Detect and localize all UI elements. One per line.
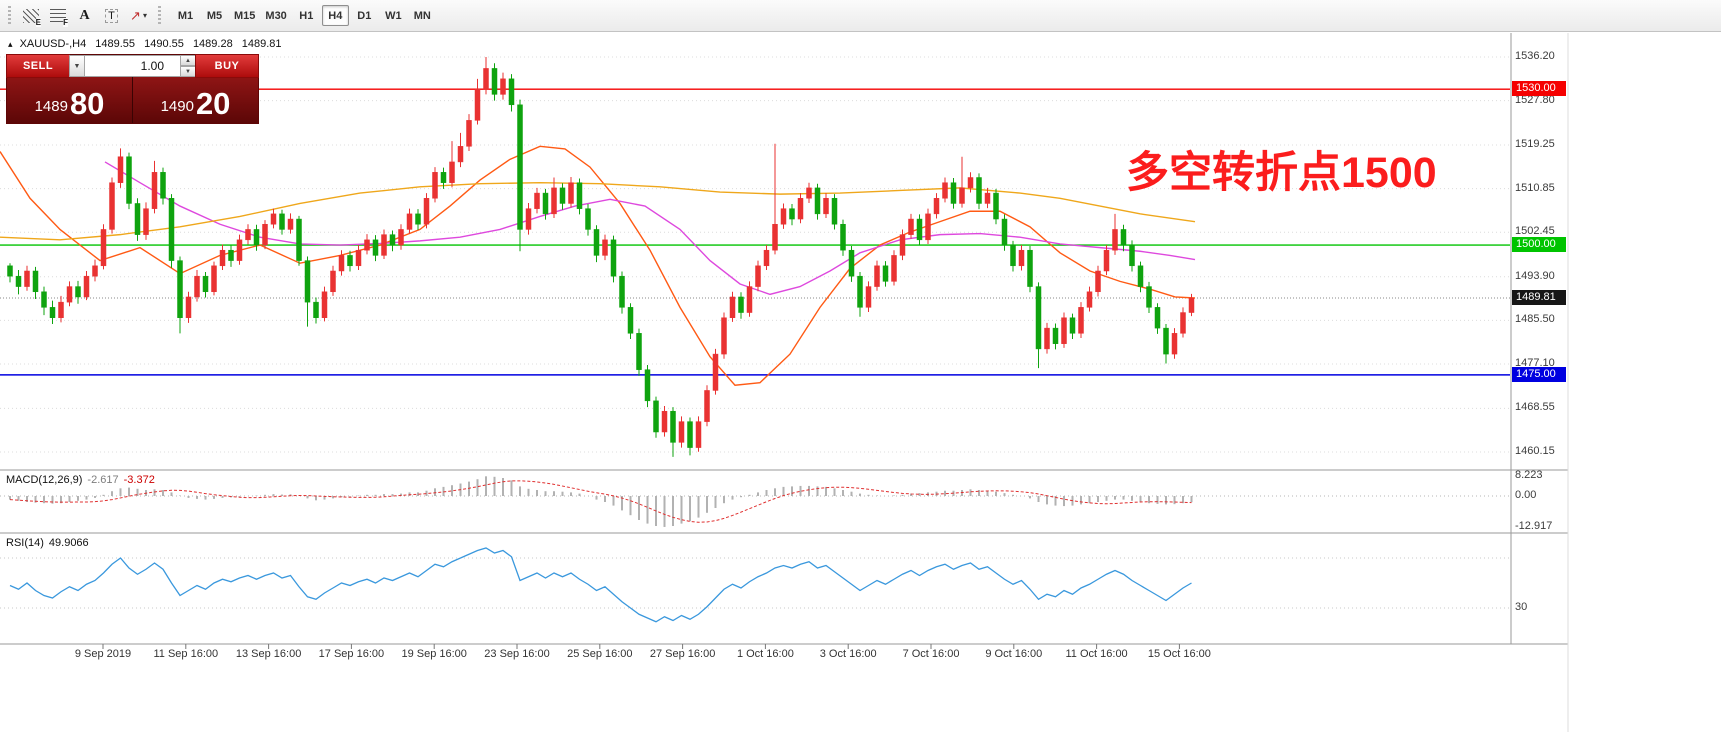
price-axis-label: 1510.85 [1515,181,1555,194]
price-level-badge: 1489.81 [1512,289,1566,305]
collapse-panel-icon[interactable]: ▴ [8,39,13,49]
timeframe-button-W1[interactable]: W1 [385,9,402,22]
text-icon: A [79,7,90,23]
equidistant-channel-tool[interactable]: E [17,4,44,28]
ohlc-open: 1489.55 [95,38,136,50]
buy-price-display[interactable]: 1490 20 [133,77,258,123]
ohlc-high: 1490.55 [144,38,184,50]
volume-stepper[interactable]: ▲ ▼ [181,55,196,77]
macd-name: MACD(12,26,9) [6,474,83,486]
trade-prices-row: 1489 80 1490 20 [7,77,258,123]
timeframe-button-H4[interactable]: H4 [321,5,349,26]
price-axis-label: 1460.15 [1515,445,1555,457]
rsi-label: RSI(14) 49.9066 [6,537,94,549]
price-axis-label: 1477.10 [1515,356,1555,369]
time-axis-label: 7 Oct 16:00 [902,648,960,660]
ohlc-close: 1489.81 [241,38,282,50]
arrows-tool[interactable]: ↗ ▾ [125,4,152,28]
macd-label: MACD(12,26,9) -2.617 -3.372 [6,474,160,486]
chart-annotation: 多空转折点1500 [1126,149,1437,197]
symbol-name: XAUUSD-,H4 [19,38,87,50]
price-axis-label: 1536.20 [1515,50,1555,62]
rsi-axis-label: 30 [1515,601,1528,613]
time-axis-label: 27 Sep 16:00 [649,648,716,660]
time-axis-label: 11 Oct 16:00 [1065,648,1128,660]
time-axis-label: 9 Oct 16:00 [985,648,1043,660]
volume-up-icon[interactable]: ▲ [181,55,196,66]
drawing-tools-group: E F A T ↗ ▾ [17,4,152,28]
price-axis-label: 1527.80 [1515,93,1555,106]
price-axis-label: 1485.50 [1515,313,1555,326]
sell-price-main: 1489 [34,98,68,115]
time-axis-label: 11 Sep 16:00 [153,648,219,660]
symbol-header: ▴ XAUUSD-,H4 1489.55 1490.55 1489.28 148… [8,38,288,50]
time-axis-label: 1 Oct 16:00 [736,648,794,660]
price-axis-label: 1519.25 [1515,138,1555,151]
macd-signal-value: -3.372 [123,474,155,486]
sell-price-pips: 80 [69,86,105,121]
time-axis-label: 9 Sep 2019 [74,648,132,660]
label-icon: T [105,8,118,23]
buy-button[interactable]: BUY [195,54,259,78]
buy-price-main: 1490 [160,98,194,115]
volume-input[interactable] [85,55,181,77]
timeframe-button-M1[interactable]: M1 [177,9,194,22]
price-level-badge: 1530.00 [1512,81,1566,97]
macd-axis-label: -12.917 [1515,520,1553,532]
order-dropdown-icon[interactable]: ▼ [69,55,85,77]
time-axis-label: 17 Sep 16:00 [318,648,385,660]
time-axis-label: 25 Sep 16:00 [567,648,633,660]
time-axis-label: 19 Sep 16:00 [401,648,467,660]
time-axis-label: 3 Oct 16:00 [819,648,877,660]
toolbar-grip[interactable] [8,5,11,26]
ohlc-low: 1489.28 [192,38,233,50]
timeframe-button-M30[interactable]: M30 [265,9,287,22]
time-axis-label: 13 Sep 16:00 [235,648,302,660]
trade-controls-row: SELL ▼ ▲▼ BUY [6,54,259,78]
rsi-name: RSI(14) [6,537,44,549]
sell-button[interactable]: SELL [6,54,70,78]
channel-icon [22,8,39,23]
chevron-down-icon: ▾ [142,11,147,20]
timeframe-button-MN[interactable]: MN [413,9,431,22]
fibonacci-icon [49,9,66,22]
toolbar: E F A T ↗ ▾ M1 M5 M15 M30 H1 H4 D1 W1 MN [0,0,1721,32]
price-axis-label: 1502.45 [1515,225,1555,238]
volume-down-icon[interactable]: ▼ [181,66,196,77]
price-axis-label: 1493.90 [1515,269,1555,282]
price-axis-label: 1468.55 [1515,401,1555,414]
timeframe-button-M15[interactable]: M15 [234,9,256,22]
fibonacci-tool[interactable]: F [44,4,71,28]
timeframe-button-M5[interactable]: M5 [206,9,223,22]
price-level-badge: 1500.00 [1512,237,1566,253]
toolbar-grip[interactable] [158,5,161,26]
time-axis-label: 23 Sep 16:00 [484,648,550,660]
timeframe-button-D1[interactable]: D1 [357,9,372,22]
macd-main-value: -2.617 [87,474,119,486]
rsi-value: 49.9066 [48,537,89,549]
price-level-badge: 1475.00 [1512,366,1566,382]
text-label-tool[interactable]: T [98,4,125,28]
buy-price-pips: 20 [195,86,231,121]
macd-axis-label: 8.223 [1515,469,1543,482]
macd-axis-label: 0.00 [1515,489,1537,501]
time-axis-label: 15 Oct 16:00 [1147,648,1211,660]
timeframes-group: M1 M5 M15 M30 H1 H4 D1 W1 MN [171,5,437,26]
text-tool[interactable]: A [71,4,98,28]
price-divider [132,77,133,123]
arrows-icon: ↗ [130,8,141,23]
sell-price-display[interactable]: 1489 80 [7,77,132,123]
timeframe-button-H1[interactable]: H1 [299,9,314,22]
